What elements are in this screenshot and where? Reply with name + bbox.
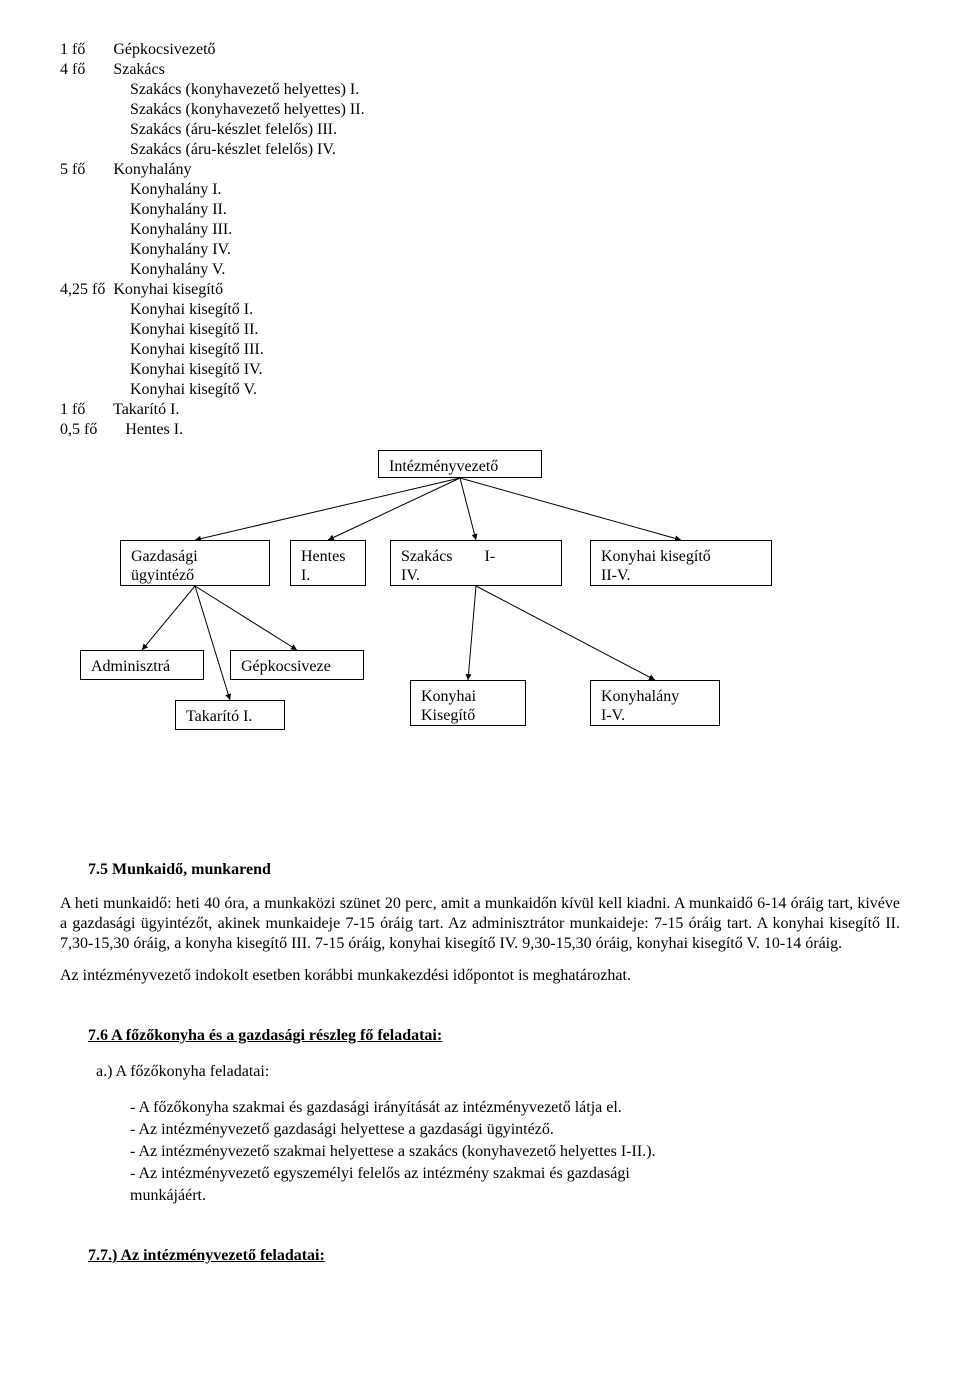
staff-sub: Konyhalány III. (60, 220, 900, 240)
staff-sub: Konyhai kisegítő III. (60, 340, 900, 360)
staff-line: 0,5 fő Hentes I. (60, 420, 900, 440)
bullet-item: munkájáért. (130, 1186, 900, 1206)
staff-sub: Konyhai kisegítő I. (60, 300, 900, 320)
section-7-7-head: 7.7.) Az intézményvezető feladatai: (60, 1246, 900, 1266)
section-7-5-p1: A heti munkaidő: heti 40 óra, a munkaköz… (60, 894, 900, 954)
staff-sub: Konyhalány II. (60, 200, 900, 220)
section-7-5-p2: Az intézményvezető indokolt esetben korá… (60, 966, 900, 986)
org-node-klany: KonyhalányI-V. (590, 680, 720, 726)
org-node-hent: HentesI. (290, 540, 366, 586)
org-chart: Intézményvezető Gazdaságiügyintéző HentesI… (80, 450, 900, 820)
org-node-admin: Adminisztrá (80, 650, 204, 680)
staff-sub: Szakács (áru-készlet felelős) III. (60, 120, 900, 140)
staff-line: 1 fő Takarító I. (60, 400, 900, 420)
staff-sub: Konyhai kisegítő IV. (60, 360, 900, 380)
bullet-item: - Az intézményvezető gazdasági helyettes… (130, 1120, 900, 1140)
staff-sub: Konyhalány I. (60, 180, 900, 200)
org-node-gazd: Gazdaságiügyintéző (120, 540, 270, 586)
bullet-item: - Az intézményvezető egyszemélyi felelős… (130, 1164, 900, 1184)
section-7-6-bullets: - A főzőkonyha szakmai és gazdasági irán… (60, 1098, 900, 1206)
org-node-kki: KonyhaiKisegítő (410, 680, 526, 726)
staff-line: 1 fő Gépkocsivezető (60, 40, 900, 60)
org-node-top: Intézményvezető (378, 450, 542, 478)
staff-sub: Konyhai kisegítő II. (60, 320, 900, 340)
staff-line: 4 fő Szakács (60, 60, 900, 80)
staff-sub: Szakács (áru-készlet felelős) IV. (60, 140, 900, 160)
staff-sub: Konyhai kisegítő V. (60, 380, 900, 400)
org-node-szak: Szakács I-IV. (390, 540, 562, 586)
section-7-6-head: 7.6 A főzőkonyha és a gazdasági részleg … (60, 1026, 900, 1046)
staff-sub: Konyhalány IV. (60, 240, 900, 260)
staff-sub: Szakács (konyhavezető helyettes) I. (60, 80, 900, 100)
staff-sub: Szakács (konyhavezető helyettes) II. (60, 100, 900, 120)
org-node-tak: Takarító I. (175, 700, 285, 730)
org-chart-edges (80, 450, 900, 820)
staff-line: 4,25 fő Konyhai kisegítő (60, 280, 900, 300)
bullet-item: - A főzőkonyha szakmai és gazdasági irán… (130, 1098, 900, 1118)
bullet-item: - Az intézményvezető szakmai helyettese … (130, 1142, 900, 1162)
org-node-kkis: Konyhai kisegítőII-V. (590, 540, 772, 586)
section-7-6-a: a.) A főzőkonyha feladatai: (60, 1062, 900, 1082)
staff-line: 5 fő Konyhalány (60, 160, 900, 180)
section-7-5-head: 7.5 Munkaidő, munkarend (60, 860, 900, 880)
staff-sub: Konyhalány V. (60, 260, 900, 280)
org-node-gep: Gépkocsiveze (230, 650, 364, 680)
staff-list: 1 fő Gépkocsivezető4 fő SzakácsSzakács (… (60, 40, 900, 440)
